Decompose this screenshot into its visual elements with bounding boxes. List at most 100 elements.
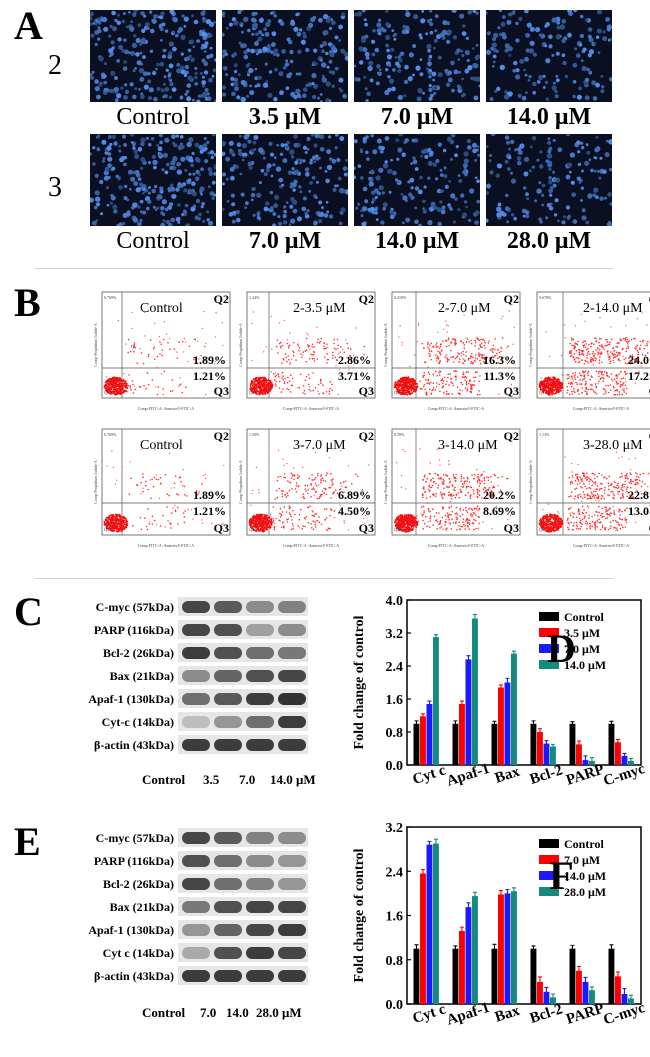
blot-band — [246, 923, 274, 936]
blot-protein-label: Apaf-1 (130kDa) — [88, 692, 174, 706]
flow-q1-value: 1.24% — [249, 295, 260, 300]
flow-q1-value: 1.50% — [249, 432, 260, 437]
flow-plot-svg: 0.410% Q4 2-7.0 μM Q2 Q3 16.3% 11.3% Comp-FITC-… — [383, 291, 521, 411]
micrograph-nuclei — [222, 134, 348, 226]
flow-upper-right-percent: 1.89% — [193, 488, 226, 502]
blot-band — [278, 738, 306, 751]
bar — [608, 723, 615, 766]
bar — [452, 723, 459, 766]
flow-q1-value: 0.670% — [539, 295, 552, 300]
bar — [543, 743, 550, 765]
blot-band — [278, 692, 306, 705]
flow-y-axis-label: Comp-Propidium Iodide-A — [93, 323, 98, 367]
blot-protein-label: PARP (116kDa) — [93, 854, 174, 868]
flow-plot: 0.410% Q4 2-7.0 μM Q2 Q3 16.3% 11.3% Comp-FITC-… — [382, 290, 522, 415]
bar — [511, 653, 517, 765]
blot-band — [278, 854, 306, 867]
error-bar — [544, 986, 549, 997]
error-bar — [498, 684, 503, 691]
blot-band — [246, 623, 274, 636]
flow-q1-value: 1.13% — [539, 432, 550, 437]
blot-band — [278, 877, 306, 890]
bar — [608, 948, 615, 1004]
bar — [537, 732, 543, 765]
blot-band — [246, 946, 274, 959]
flow-upper-right-percent: 1.89% — [193, 353, 226, 367]
error-bar — [576, 740, 581, 749]
panel-a-row-label-2: 2 — [48, 50, 62, 81]
bar — [465, 659, 472, 765]
flow-q3-label: Q3 — [649, 384, 650, 398]
panel-e-letter: E — [14, 819, 41, 864]
blot-band — [182, 646, 210, 659]
blot-strip — [178, 620, 308, 639]
blot-band — [278, 900, 306, 913]
blot-band — [214, 877, 242, 890]
blot-band — [246, 715, 274, 728]
micrograph-image — [486, 10, 612, 102]
error-bar — [453, 945, 458, 953]
error-bar — [537, 976, 542, 988]
blot-band — [182, 600, 210, 613]
error-bar — [453, 720, 458, 728]
bar — [491, 723, 498, 766]
bar — [504, 893, 511, 1004]
error-bar — [537, 728, 542, 736]
flow-q1-value: 0.769% — [104, 295, 117, 300]
blot-protein-label: Bcl-2 (26kDa) — [103, 646, 174, 660]
flow-x-axis-label: Comp-FITC-A: AnnexinV-FITC-A — [428, 543, 485, 548]
blot-band — [182, 738, 210, 751]
flow-q2-label: Q2 — [359, 429, 374, 443]
flow-plot-svg: 0.769% Q4 Control Q2 Q3 1.89% 1.21% Comp-FITC-A… — [93, 428, 231, 548]
bar — [433, 637, 439, 765]
error-bar — [498, 890, 503, 899]
panel-a-row-label-3: 3 — [48, 172, 62, 203]
flow-upper-right-percent: 16.3% — [483, 353, 516, 367]
error-bar — [531, 720, 536, 728]
flow-plot: 0.769% Q4 Control Q2 Q3 1.89% 1.21% Comp-FITC-A… — [92, 290, 232, 415]
bar — [569, 948, 576, 1004]
blot-band — [214, 646, 242, 659]
blot-lane-label: 14.0 — [226, 1005, 249, 1020]
error-bar — [511, 650, 516, 657]
separator-a-b — [35, 268, 613, 269]
flow-plot: 1.50% Q4 3-7.0 μM Q2 Q3 6.89% 4.50% Comp-FITC-A… — [237, 427, 377, 552]
error-bar — [622, 987, 627, 1001]
bar — [576, 970, 582, 1004]
y-tick-label: 2.4 — [386, 865, 404, 880]
micrograph-nuclei — [354, 10, 480, 102]
flow-q3-label: Q3 — [214, 521, 229, 535]
blot-band — [214, 946, 242, 959]
x-category-label: Cyt c — [411, 1001, 448, 1027]
micrograph-image — [486, 134, 612, 226]
error-bar — [570, 721, 575, 727]
blot-band — [278, 646, 306, 659]
flow-plot: 0.670% Q4 2-14.0 μM Q2 Q3 24.0% 17.2% Comp-FITC… — [527, 290, 650, 415]
blot-band — [246, 669, 274, 682]
flow-y-axis-label: Comp-Propidium Iodide-A — [528, 323, 533, 367]
legend-swatch — [539, 839, 559, 848]
blot-band — [278, 831, 306, 844]
y-axis-label: Fold change of control — [352, 848, 367, 982]
flow-upper-right-percent: 20.2% — [483, 488, 516, 502]
flow-plot: 1.24% Q4 2-3.5 μM Q2 Q3 2.86% 3.71% Comp-FITC-A… — [237, 290, 377, 415]
flow-q2-label: Q2 — [649, 292, 650, 306]
blot-band — [246, 831, 274, 844]
flow-lower-right-percent: 3.71% — [338, 369, 371, 383]
legend-swatch — [539, 871, 559, 880]
blot-lane-label: 14.0 μM — [270, 772, 316, 787]
blot-strip — [178, 966, 308, 985]
bar — [452, 948, 459, 1004]
flow-plot: 0.769% Q4 Control Q2 Q3 1.89% 1.21% Comp-FITC-A… — [92, 427, 232, 552]
error-bar — [550, 993, 555, 1002]
blot-band — [214, 854, 242, 867]
error-bar — [414, 720, 419, 728]
blot-band — [278, 600, 306, 613]
error-bar — [472, 613, 477, 624]
flow-x-axis-label: Comp-FITC-A: AnnexinV-FITC-A — [283, 543, 340, 548]
blot-strip — [178, 643, 308, 662]
micrograph-nuclei — [486, 134, 612, 226]
blot-band — [246, 900, 274, 913]
bar — [491, 948, 498, 1004]
micrograph-image — [222, 134, 348, 226]
